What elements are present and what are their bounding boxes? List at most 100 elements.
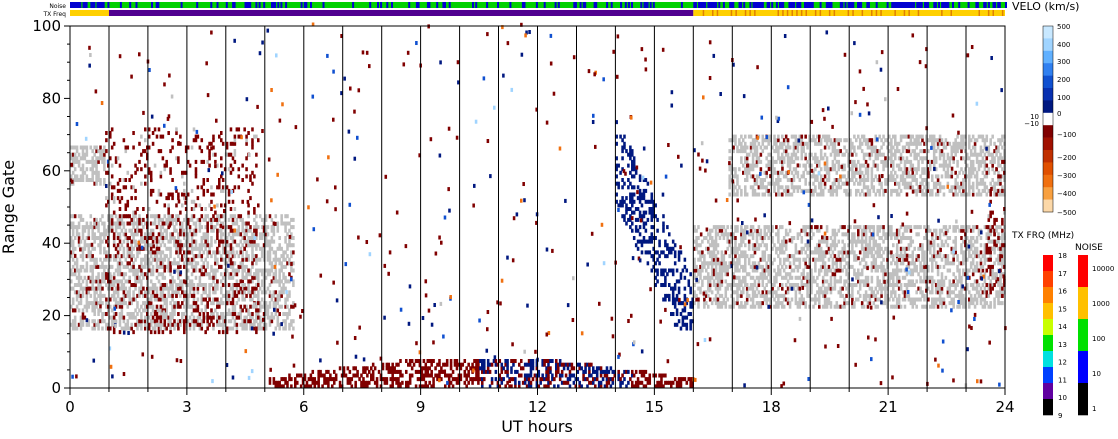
echo-cell bbox=[97, 272, 100, 276]
txfreq-strip-mid bbox=[109, 10, 693, 16]
echo-cell bbox=[822, 178, 825, 182]
echo-cell bbox=[830, 301, 833, 305]
echo-cell bbox=[785, 283, 788, 287]
echo-cell bbox=[232, 327, 235, 331]
echo-cell bbox=[863, 258, 866, 262]
echo-cell bbox=[906, 258, 909, 262]
echo-cell bbox=[799, 258, 802, 262]
echo-cell bbox=[119, 265, 122, 269]
echo-cell bbox=[898, 279, 901, 283]
echo-cell bbox=[857, 135, 860, 139]
echo-cell bbox=[785, 229, 788, 233]
echo-cell bbox=[869, 229, 872, 233]
echo-cell bbox=[76, 174, 79, 178]
echo-cell bbox=[970, 138, 973, 142]
echo-cell bbox=[736, 189, 739, 193]
echo-cell bbox=[736, 229, 739, 233]
echo-cell bbox=[865, 229, 868, 233]
echo-cell bbox=[954, 243, 957, 247]
echo-cell bbox=[193, 290, 196, 294]
txfreq-strip-cell bbox=[834, 10, 836, 16]
echo-cell bbox=[103, 156, 106, 160]
echo-cell bbox=[183, 229, 186, 233]
echo-cell bbox=[802, 272, 805, 276]
echo-cell bbox=[199, 222, 202, 226]
echo-cell bbox=[738, 287, 741, 291]
echo-cell bbox=[783, 160, 786, 164]
echo-cell bbox=[869, 301, 872, 305]
echo-cell bbox=[273, 229, 276, 233]
echo-cell bbox=[801, 294, 804, 298]
echo-cell bbox=[726, 298, 729, 302]
echo-cell bbox=[933, 250, 936, 254]
echo-cell bbox=[208, 290, 211, 294]
echo-cell bbox=[128, 290, 131, 294]
echo-cell bbox=[271, 269, 274, 273]
echo-cell bbox=[838, 160, 841, 164]
echo-cell bbox=[993, 171, 996, 175]
noise-strip-cell bbox=[868, 2, 870, 8]
echo-cell bbox=[206, 236, 209, 240]
echo-cell bbox=[795, 294, 798, 298]
echo-cell bbox=[156, 243, 159, 247]
echo-cell bbox=[121, 218, 124, 222]
noise-strip-cell bbox=[103, 2, 105, 8]
echo-cell bbox=[95, 305, 98, 309]
echo-cell bbox=[164, 243, 167, 247]
echo-cell bbox=[804, 261, 807, 265]
echo-cell bbox=[165, 312, 168, 316]
echo-cell bbox=[789, 301, 792, 305]
txfreq-strip-cell bbox=[918, 10, 920, 16]
echo-cell bbox=[997, 171, 1000, 175]
echo-cell bbox=[158, 279, 161, 283]
echo-cell bbox=[797, 149, 800, 153]
echo-cell bbox=[876, 290, 879, 294]
echo-cell bbox=[988, 167, 991, 171]
echo-cell bbox=[707, 247, 710, 251]
echo-cell bbox=[861, 149, 864, 153]
echo-cell bbox=[744, 189, 747, 193]
echo-cell bbox=[765, 171, 768, 175]
echo-cell bbox=[871, 250, 874, 254]
echo-cell bbox=[834, 156, 837, 160]
echo-cell bbox=[214, 225, 217, 229]
echo-cell bbox=[912, 185, 915, 189]
echo-cell bbox=[773, 189, 776, 193]
echo-cell bbox=[738, 261, 741, 265]
echo-cell bbox=[275, 290, 278, 294]
echo-cell bbox=[86, 261, 89, 265]
echo-cell bbox=[779, 178, 782, 182]
echo-cell bbox=[74, 247, 77, 251]
echo-cell bbox=[699, 276, 702, 280]
echo-cell bbox=[828, 250, 831, 254]
echo-cell bbox=[968, 156, 971, 160]
echo-cell bbox=[839, 265, 842, 269]
echo-cell bbox=[88, 290, 91, 294]
echo-cell bbox=[843, 298, 846, 302]
echo-cell bbox=[962, 182, 965, 186]
echo-cell bbox=[764, 178, 767, 182]
echo-cell bbox=[830, 305, 833, 309]
echo-cell bbox=[834, 283, 837, 287]
noise-strip-cell bbox=[782, 2, 784, 8]
echo-cell bbox=[144, 323, 147, 327]
echo-cell bbox=[119, 225, 122, 229]
echo-cell bbox=[261, 298, 264, 302]
echo-cell bbox=[119, 323, 122, 327]
echo-cell bbox=[952, 160, 955, 164]
echo-cell bbox=[754, 279, 757, 283]
echo-cell bbox=[199, 250, 202, 254]
echo-cell bbox=[740, 160, 743, 164]
echo-cell bbox=[873, 160, 876, 164]
echo-cell bbox=[105, 232, 108, 236]
echo-cell bbox=[243, 269, 246, 273]
echo-cell bbox=[750, 149, 753, 153]
echo-cell bbox=[764, 250, 767, 254]
echo-cell bbox=[941, 138, 944, 142]
echo-cell bbox=[138, 214, 141, 218]
noise-strip-cell bbox=[715, 2, 717, 8]
echo-cell bbox=[921, 182, 924, 186]
echo-cell bbox=[826, 236, 829, 240]
echo-cell bbox=[150, 279, 153, 283]
echo-cell bbox=[958, 272, 961, 276]
